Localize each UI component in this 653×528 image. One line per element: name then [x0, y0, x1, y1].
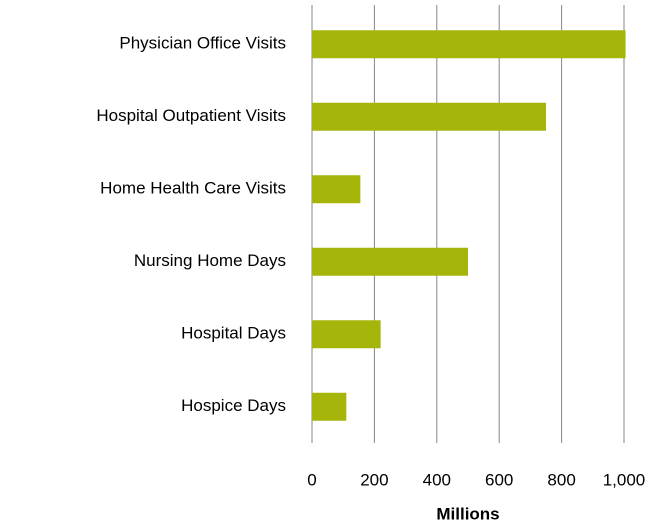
y-tick-label: Hospice Days — [181, 396, 286, 415]
bar — [312, 30, 626, 59]
bar — [312, 102, 546, 131]
bar — [312, 320, 381, 349]
x-tick-label: 0 — [307, 470, 316, 489]
y-tick-label: Hospital Days — [181, 324, 286, 343]
x-tick-label: 200 — [360, 470, 388, 489]
x-tick-label: 600 — [485, 470, 513, 489]
bar — [312, 247, 468, 276]
x-tick-label: 1,000 — [603, 470, 646, 489]
x-tick-label: 800 — [547, 470, 575, 489]
x-tick-label: 400 — [423, 470, 451, 489]
bar — [312, 392, 347, 421]
y-tick-label: Home Health Care Visits — [100, 179, 286, 198]
y-tick-label: Hospital Outpatient Visits — [96, 106, 286, 125]
x-axis-title: Millions — [436, 504, 499, 523]
bar — [312, 175, 361, 204]
y-tick-label: Physician Office Visits — [119, 34, 286, 53]
y-tick-label: Nursing Home Days — [134, 251, 286, 270]
